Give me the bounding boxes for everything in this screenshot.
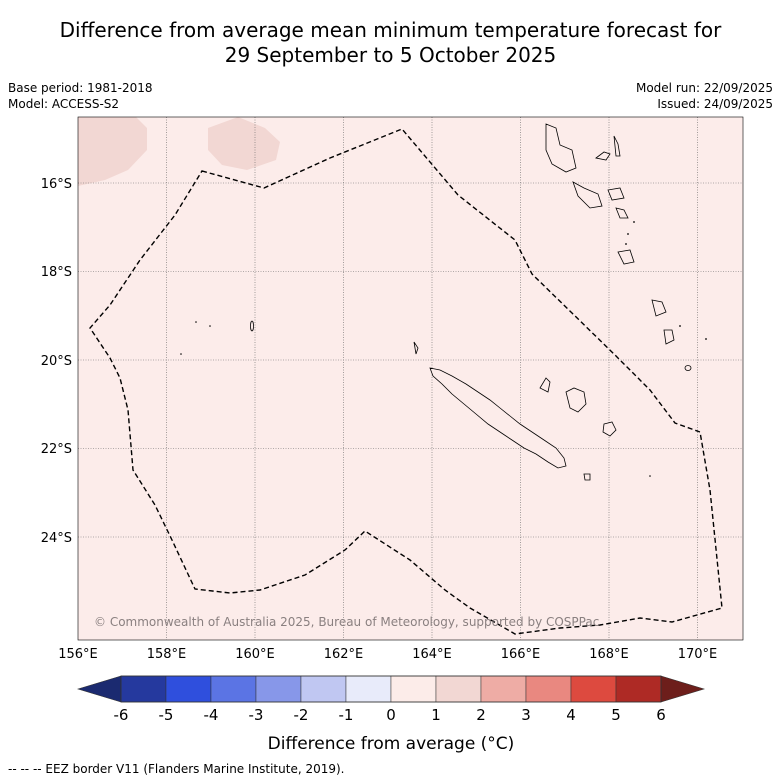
map-background bbox=[78, 117, 743, 640]
eez-border-legend: -- -- -- EEZ border V11 (Flanders Marine… bbox=[8, 762, 345, 776]
colorbar-tick-label: -2 bbox=[294, 706, 309, 724]
vanuatu-islet-2 bbox=[705, 338, 707, 340]
colorbar-tick-label: 5 bbox=[611, 706, 621, 724]
lon-label-158: 158°E bbox=[147, 647, 187, 662]
anomaly-patch-nw bbox=[78, 117, 147, 186]
meta-left: Base period: 1981-2018 Model: ACCESS-S2 bbox=[8, 80, 153, 112]
colorbar-segment bbox=[165, 675, 212, 703]
lon-label-162: 162°E bbox=[324, 647, 364, 662]
colorbar-segment bbox=[390, 675, 437, 703]
colorbar-tick-label: -1 bbox=[339, 706, 354, 724]
colorbar-segment bbox=[570, 675, 617, 703]
pentecost-island bbox=[607, 187, 625, 201]
title-line-1: Difference from average mean minimum tem… bbox=[59, 18, 722, 42]
lifou-island bbox=[565, 387, 587, 413]
copyright-notice: © Commonwealth of Australia 2025, Bureau… bbox=[94, 615, 599, 629]
colorbar-high-extend bbox=[660, 675, 706, 703]
vanuatu-islet-1 bbox=[679, 325, 681, 327]
colorbar-segment bbox=[525, 675, 572, 703]
colorbar-low-extend bbox=[76, 675, 122, 703]
lon-label-170: 170°E bbox=[678, 647, 718, 662]
colorbar-tick-label: -3 bbox=[249, 706, 264, 724]
colorbar-tick-label: -6 bbox=[114, 706, 129, 724]
colorbar-tick-label: -5 bbox=[159, 706, 174, 724]
gridlines bbox=[78, 117, 743, 640]
mare-island bbox=[602, 421, 617, 437]
lon-label-166: 166°E bbox=[501, 647, 541, 662]
epi-island bbox=[615, 207, 629, 219]
colorbar-segment bbox=[210, 675, 257, 703]
issued-date: Issued: 24/09/2025 bbox=[657, 97, 773, 111]
colorbar: -6 -5 -4 -3 -2 -1 0 1 2 3 4 5 6 Difference from aver… bbox=[76, 675, 706, 754]
lat-label-18: 18°S bbox=[41, 265, 72, 280]
colorbar-tick-label: 6 bbox=[656, 706, 666, 724]
colorbar-segment bbox=[120, 675, 167, 703]
espiritu-santo-island bbox=[545, 123, 577, 173]
lon-label-160: 160°E bbox=[235, 647, 275, 662]
colorbar-segment bbox=[300, 675, 347, 703]
colorbar-tick-label: -4 bbox=[204, 706, 219, 724]
lon-label-164: 164°E bbox=[412, 647, 452, 662]
erromango-island bbox=[651, 299, 667, 317]
colorbar-frame bbox=[120, 675, 662, 703]
colorbar-segment bbox=[480, 675, 527, 703]
colorbar-tick-label: 1 bbox=[431, 706, 441, 724]
base-period: Base period: 1981-2018 bbox=[8, 81, 153, 95]
lon-label-156: 156°E bbox=[58, 647, 98, 662]
aneityum-island bbox=[684, 365, 692, 371]
chesterfield-islet bbox=[250, 320, 254, 332]
small-islet-2 bbox=[180, 353, 182, 355]
map-title: Difference from average mean minimum tem… bbox=[0, 18, 781, 68]
model-run: Model run: 22/09/2025 bbox=[635, 81, 773, 95]
colorbar-segment bbox=[615, 675, 662, 703]
colorbar-segment bbox=[435, 675, 482, 703]
isle-of-pines bbox=[583, 473, 591, 481]
meta-right: Model run: 22/09/2025 Issued: 24/09/2025 bbox=[636, 80, 773, 112]
small-islet-3 bbox=[209, 325, 211, 327]
colorbar-segment bbox=[255, 675, 302, 703]
model-name: Model: ACCESS-S2 bbox=[8, 97, 120, 111]
small-islet-4 bbox=[649, 475, 651, 477]
colorbar-label: Difference from average (°C) bbox=[268, 734, 515, 754]
vanuatu-islet-3 bbox=[633, 221, 635, 223]
title-line-2: 29 September to 5 October 2025 bbox=[224, 43, 557, 67]
colorbar-segment bbox=[345, 675, 392, 703]
lat-label-22: 22°S bbox=[41, 442, 72, 457]
colorbar-tick-label: 3 bbox=[521, 706, 531, 724]
malekula-island bbox=[572, 181, 603, 209]
maewo-island bbox=[613, 135, 621, 157]
colorbar-tick-label: 2 bbox=[476, 706, 486, 724]
vanuatu-islet-4 bbox=[627, 233, 629, 235]
tanna-island bbox=[663, 329, 675, 345]
belep-island bbox=[413, 341, 419, 355]
lon-label-168: 168°E bbox=[589, 647, 629, 662]
ambae-island bbox=[595, 151, 611, 161]
lat-label-24: 24°S bbox=[41, 531, 72, 546]
new-caledonia-island bbox=[429, 367, 567, 469]
colorbar-tick-label: 0 bbox=[386, 706, 396, 724]
eez-border bbox=[89, 128, 723, 635]
colorbar-tick-label: 4 bbox=[566, 706, 576, 724]
small-islet-1 bbox=[195, 321, 197, 323]
map-frame bbox=[77, 116, 744, 641]
vanuatu-islet-5 bbox=[625, 243, 627, 245]
anomaly-patch-north bbox=[208, 117, 280, 170]
efate-island bbox=[617, 249, 635, 265]
ouvea-island bbox=[539, 377, 551, 393]
lat-label-20: 20°S bbox=[41, 354, 72, 369]
lat-label-16: 16°S bbox=[41, 177, 72, 192]
